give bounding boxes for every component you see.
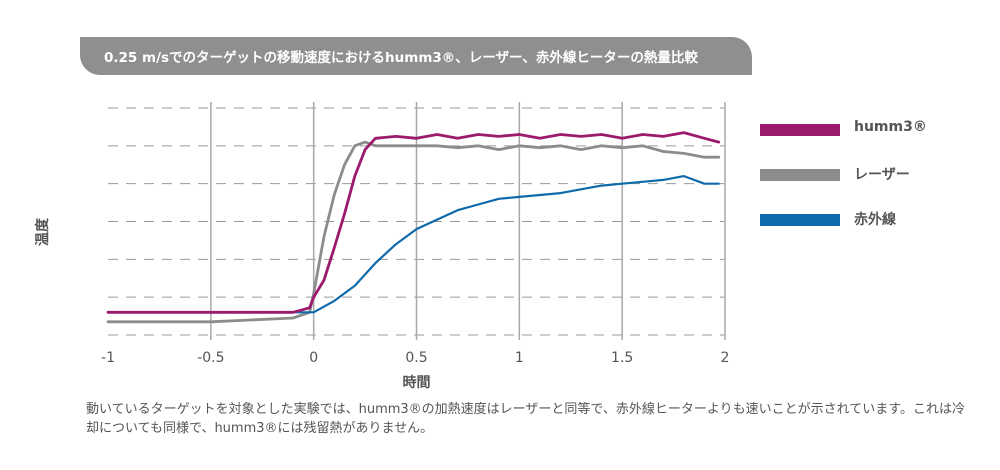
x-tick-label: 2 bbox=[721, 350, 730, 366]
x-tick-label: 1.5 bbox=[611, 350, 633, 366]
chart-caption: 動いているターゲットを対象とした実験では、humm3®の加熱速度はレーザーと同等… bbox=[86, 400, 976, 438]
legend-swatch-laser bbox=[760, 169, 840, 181]
series-line-infrared bbox=[108, 176, 719, 312]
legend-label-laser: レーザー bbox=[854, 164, 910, 184]
x-tick-label: 0.5 bbox=[405, 350, 427, 366]
x-tick-label: 1 bbox=[515, 350, 524, 366]
legend-label-infrared: 赤外線 bbox=[854, 209, 896, 229]
x-tick-label: 0 bbox=[309, 350, 318, 366]
legend-label-humm3: humm3® bbox=[854, 119, 927, 135]
x-tick-label: -0.5 bbox=[197, 350, 224, 366]
legend-swatch-humm3 bbox=[760, 124, 840, 136]
legend-swatch-infrared bbox=[760, 214, 840, 226]
x-tick-label: -1 bbox=[101, 350, 115, 366]
series-line-humm3 bbox=[108, 133, 719, 313]
x-axis-label: 時間 bbox=[403, 374, 431, 391]
